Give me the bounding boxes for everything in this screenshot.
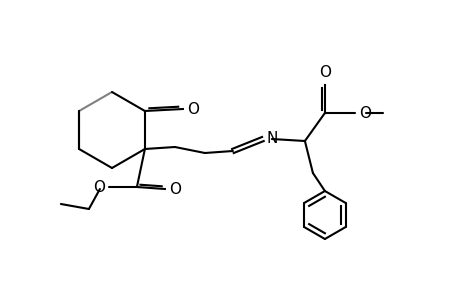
Text: O: O bbox=[358, 106, 370, 121]
Text: O: O bbox=[168, 182, 180, 196]
Text: O: O bbox=[318, 65, 330, 80]
Text: O: O bbox=[186, 101, 198, 116]
Text: N: N bbox=[266, 130, 278, 146]
Text: O: O bbox=[93, 179, 105, 194]
